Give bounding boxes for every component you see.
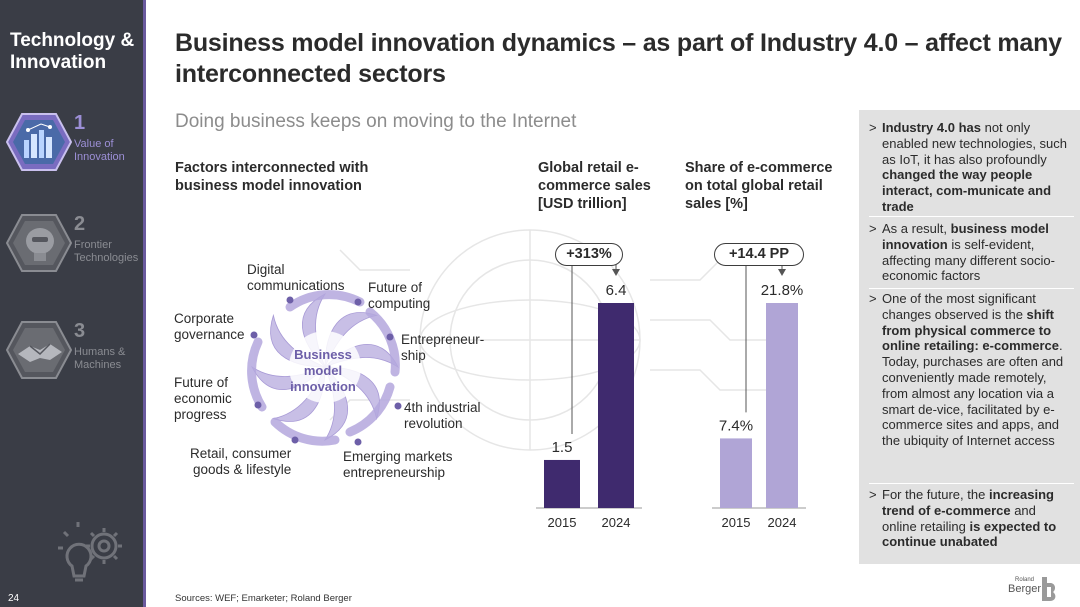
sidebar-item-frontier-technologies[interactable]: 2 Frontier Technologies [6, 213, 143, 273]
bar-value-label: 7.4% [719, 417, 753, 434]
bar-2024 [598, 303, 634, 508]
label-line-2: Machines [74, 359, 122, 371]
factor-future-of-economic-progress: Future of economic progress [174, 375, 232, 422]
factor-entrepreneurship: Entrepreneur- ship [401, 332, 485, 363]
bullet-marker: > [869, 291, 877, 306]
sidebar-item-value-of-innovation[interactable]: 1 Value of Innovation [6, 112, 143, 172]
panel-divider [869, 216, 1074, 217]
page-subtitle: Doing business keeps on moving to the In… [175, 111, 577, 132]
sidebar-item-number: 3 [74, 320, 86, 342]
heading-line-3: sales [%] [685, 196, 748, 212]
sidebar-item-number: 2 [74, 213, 86, 235]
bullet-marker: > [869, 221, 877, 236]
sidebar-title: Technology & Innovation [10, 30, 135, 73]
sales-chart: 1.5 2015 6.4 2024 [530, 230, 660, 530]
sales-change-badge: +313% [555, 243, 623, 266]
bar-2024 [766, 303, 798, 508]
label-line-1: Value of [74, 138, 114, 150]
label-line-2: Innovation [74, 151, 125, 163]
annotation-arrow-icon [778, 269, 786, 276]
bullet-text: Industry 4.0 has not only enabled new te… [882, 120, 1068, 214]
bullet-marker: > [869, 120, 877, 135]
factor-emerging-markets: Emerging markets entrepreneurship [343, 449, 453, 480]
factor-4th-industrial-revolution: 4th industrial revolution [404, 400, 481, 431]
annotation-arrow-icon [612, 269, 620, 276]
insight-bullet-2: > As a result, business model innovation… [869, 221, 1074, 284]
share-chart: 7.4% 2015 21.8% 2024 [700, 230, 830, 530]
robot-head-icon [6, 214, 72, 272]
factor-retail-consumer-goods: Retail, consumer goods & lifestyle [190, 446, 292, 477]
handshake-icon [6, 321, 72, 379]
sidebar-item-humans-machines[interactable]: 3 Humans & Machines [6, 320, 143, 380]
insight-bullet-1: > Industry 4.0 has not only enabled new … [869, 120, 1074, 215]
bar-value-label: 6.4 [606, 282, 627, 299]
bar-value-label: 21.8% [761, 282, 804, 299]
sidebar-item-number: 1 [74, 112, 86, 134]
logo-text-big: Berger [1008, 583, 1042, 595]
center-line-3: innovation [290, 379, 356, 394]
sidebar-accent-bar [143, 0, 146, 607]
x-tick-label: 2015 [722, 515, 751, 530]
bar-2015 [720, 438, 752, 508]
factor-digital-communications: Digital communications [247, 262, 345, 293]
center-line-1: Business [294, 347, 352, 362]
insight-bullet-3: > One of the most significant changes ob… [869, 291, 1074, 449]
bullet-marker: > [869, 487, 877, 502]
bullet-text: As a result, business model innovation i… [882, 221, 1055, 284]
share-chart-svg: 7.4% 2015 21.8% 2024 [712, 254, 806, 530]
sidebar-item-label: Humans & Machines [74, 346, 125, 372]
x-tick-label: 2024 [602, 515, 631, 530]
share-chart-heading: Share of e-commerce on total global reta… [685, 159, 845, 213]
heading-line-1: Global retail e- [538, 160, 639, 176]
roland-berger-logo-icon [1042, 577, 1056, 601]
logo-text-small: Roland [1015, 577, 1035, 583]
sidebar [0, 0, 143, 607]
heading-line-2: commerce sales [538, 178, 651, 194]
x-tick-label: 2024 [768, 515, 797, 530]
heading-line-2: on total global retail [685, 178, 823, 194]
label-line-1: Frontier [74, 239, 112, 251]
bullet-text: One of the most significant changes obse… [882, 291, 1064, 449]
page-number: 24 [8, 593, 20, 604]
center-line-2: model [303, 363, 343, 378]
city-network-icon [6, 113, 72, 171]
sidebar-item-label: Value of Innovation [74, 138, 125, 164]
factor-future-of-computing: Future of computing [368, 280, 431, 311]
label-line-2: Technologies [74, 252, 139, 264]
diagram-center-label: Business model innovation [278, 347, 368, 395]
bar-2015 [544, 459, 580, 508]
sales-chart-heading: Global retail e- commerce sales [USD tri… [538, 159, 668, 213]
factor-corporate-governance: Corporate governance [174, 311, 245, 342]
panel-divider [869, 288, 1074, 289]
share-change-badge: +14.4 PP [714, 243, 804, 266]
sales-chart-svg: 1.5 2015 6.4 2024 [536, 254, 642, 530]
label-line-1: Humans & [74, 346, 126, 358]
sidebar-item-label: Frontier Technologies [74, 239, 138, 265]
heading-line-3: [USD trillion] [538, 196, 627, 212]
lightbulb-gear-icon [58, 522, 122, 582]
factor-dots [250, 296, 402, 446]
page-title: Business model innovation dynamics – as … [175, 29, 1062, 88]
heading-line-1: Share of e-commerce [685, 160, 833, 176]
panel-divider [869, 483, 1074, 484]
x-tick-label: 2015 [548, 515, 577, 530]
sources-footnote: Sources: WEF; Emarketer; Roland Berger [175, 593, 352, 604]
insights-panel: > Industry 4.0 has not only enabled new … [859, 110, 1080, 564]
insight-bullet-4: > For the future, the increasing trend o… [869, 487, 1074, 550]
factors-heading: Factors interconnected with business mod… [175, 160, 369, 194]
bullet-text: For the future, the increasing trend of … [882, 487, 1057, 550]
bar-value-label: 1.5 [552, 439, 573, 456]
